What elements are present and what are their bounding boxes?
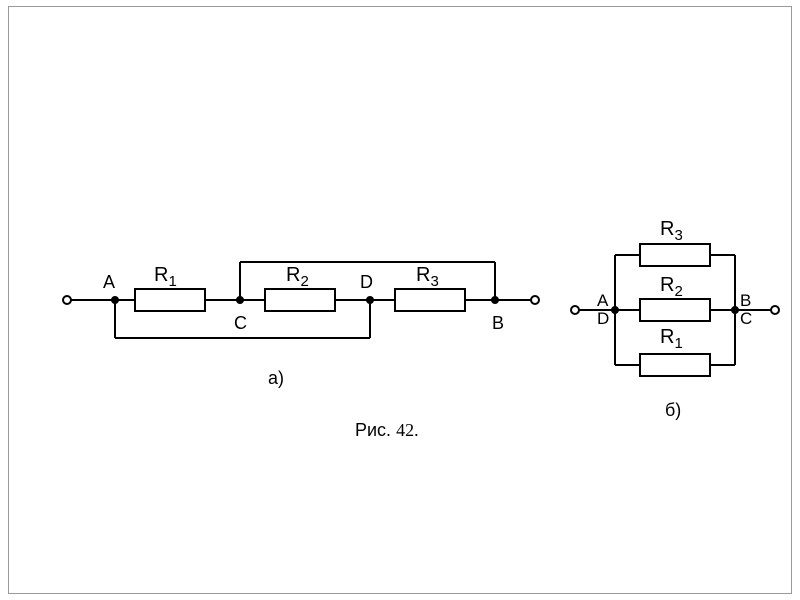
node-c-label-a: C <box>234 313 247 334</box>
node-a-label-a: A <box>103 272 115 293</box>
node-d-label-a: D <box>360 272 373 293</box>
circuit-b-label: б) <box>665 400 681 421</box>
node-b-label-a: B <box>492 313 504 334</box>
resistor-r3-label-a: R3 <box>416 264 439 290</box>
circuit-a <box>55 230 555 390</box>
resistor-r2-label-a: R2 <box>286 264 309 290</box>
figure-caption: Рис. 42. <box>355 420 419 441</box>
circuit-a-label: а) <box>268 368 284 389</box>
node-d-label-b: D <box>597 309 609 329</box>
resistor-r1-label-b: R1 <box>660 326 683 352</box>
node-c-label-b: C <box>740 309 752 329</box>
node-a-label-b: A <box>597 291 608 311</box>
resistor-r3-label-b: R3 <box>660 218 683 244</box>
resistor-r1-label-a: R1 <box>154 264 177 290</box>
node-b-label-b: B <box>740 291 751 311</box>
resistor-r2-label-b: R2 <box>660 274 683 300</box>
